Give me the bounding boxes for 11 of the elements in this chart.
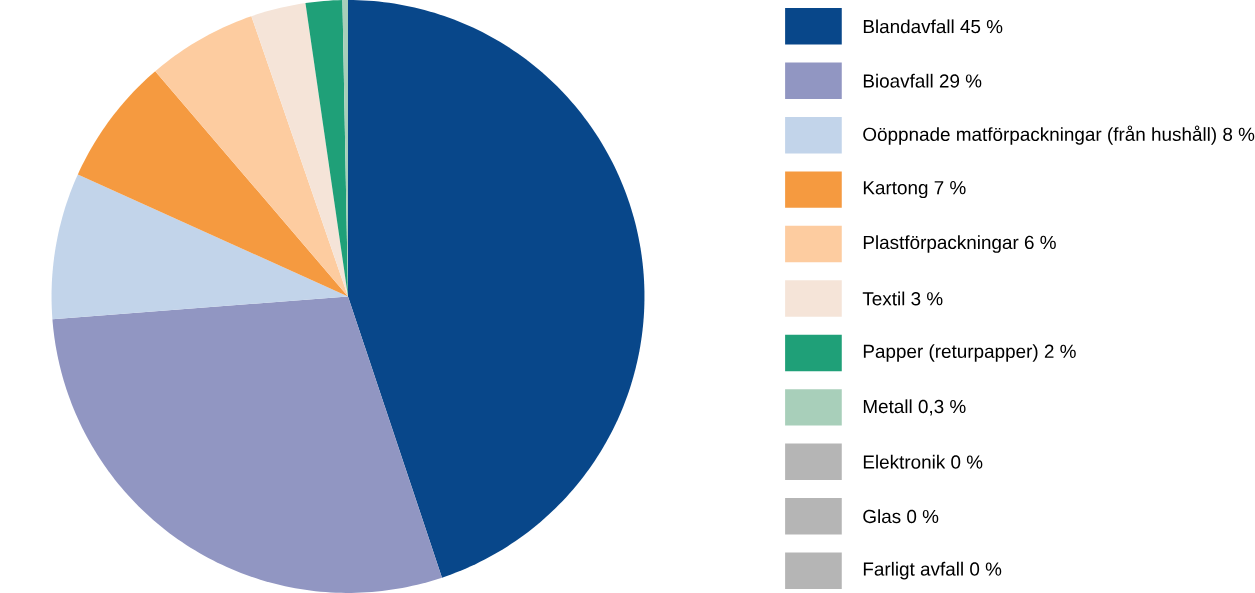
legend-label: Glas 0 % — [863, 509, 939, 524]
legend-label: Farligt avfall 0 % — [863, 561, 1002, 580]
legend-label: Papper (returpapper) 2 % — [863, 344, 1076, 362]
legend-label: Textil 3 % — [862, 291, 943, 306]
legend-label: Kartong 7 % — [863, 181, 966, 199]
legend-label: Oöppnade matförpackningar (från hushåll) 8 % — [863, 125, 1255, 145]
legend-label: Plastförpackningar 6 % — [863, 235, 1056, 253]
legend-label: Blandavfall 45 % — [863, 19, 1003, 34]
legend-label: Metall 0,3 % — [863, 399, 966, 416]
legend-label: Elektronik 0 % — [863, 454, 983, 469]
legend-label: Bioavfall 29 % — [863, 73, 982, 88]
